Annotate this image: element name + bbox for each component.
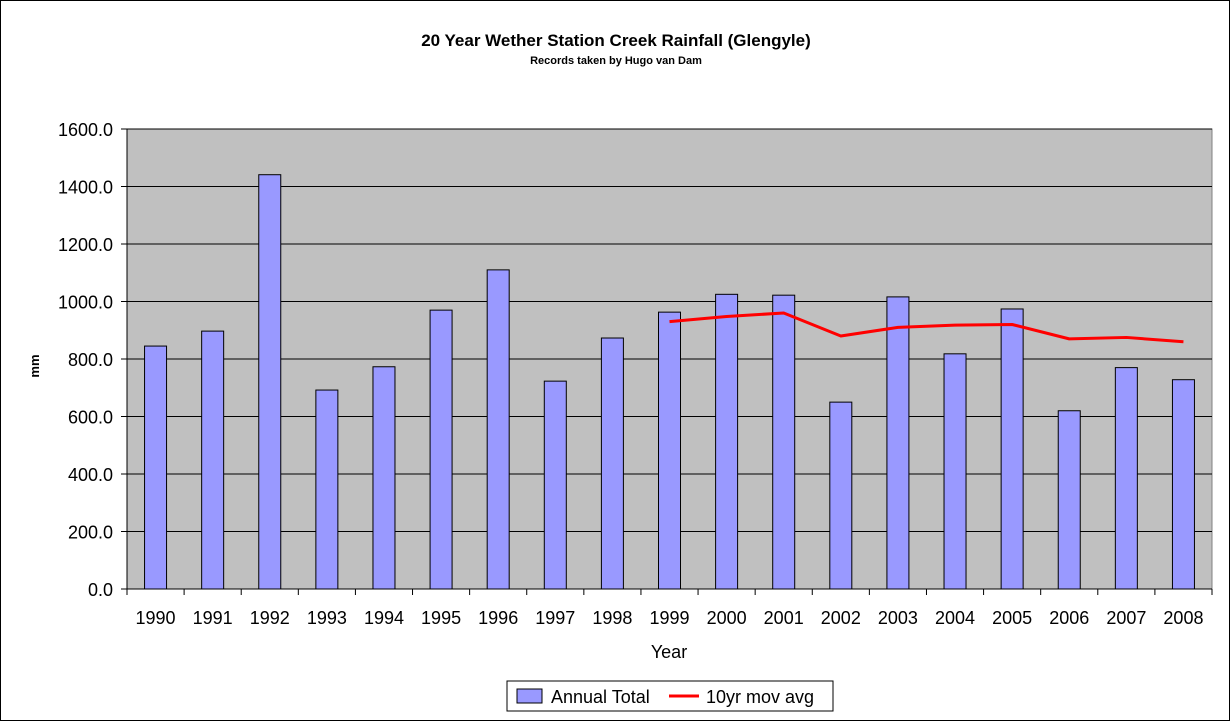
- legend-swatch-annual-total: [516, 688, 543, 704]
- y-tick-label: 1200.0: [58, 235, 113, 255]
- y-tick-label: 1400.0: [58, 178, 113, 198]
- x-tick-label: 2007: [1106, 608, 1146, 628]
- bar-1995: [429, 309, 453, 590]
- bar-1994: [372, 366, 396, 590]
- y-tick-label: 200.0: [68, 523, 113, 543]
- moving-average-polyline: [669, 311, 1184, 344]
- x-tick-label: 1998: [592, 608, 632, 628]
- x-tick-label: 1999: [649, 608, 689, 628]
- x-tick-label: 1992: [250, 608, 290, 628]
- y-axis-title: mm: [27, 354, 42, 377]
- moving-average-line: [669, 311, 1184, 344]
- bar-1991: [201, 330, 225, 590]
- bar-2007: [1114, 367, 1138, 590]
- x-tick-label: 2002: [821, 608, 861, 628]
- annual-total-bars: [144, 174, 1195, 590]
- x-tick-label: 2001: [764, 608, 804, 628]
- bar-1996: [486, 269, 510, 590]
- bar-2000: [715, 293, 739, 590]
- bar-2006: [1057, 410, 1081, 590]
- y-tick-label: 1000.0: [58, 293, 113, 313]
- x-tick-label: 2008: [1163, 608, 1203, 628]
- x-tick-label: 1990: [136, 608, 176, 628]
- bar-2003: [886, 296, 910, 590]
- x-tick-labels: 1990 1991 1992 1993 1994 1995 1996 1997 1998 1999…: [136, 608, 1204, 628]
- bar-2001: [772, 294, 796, 590]
- y-tick-label: 800.0: [68, 350, 113, 370]
- gridlines: [127, 128, 1212, 532]
- bar-2005: [1000, 308, 1024, 590]
- bar-2002: [829, 401, 853, 590]
- bar-1999: [658, 311, 681, 590]
- chart-title: 20 Year Wether Station Creek Rainfall (G…: [421, 31, 811, 50]
- bar-2004: [943, 353, 967, 590]
- x-tick-label: 1996: [478, 608, 518, 628]
- y-tick-label: 1600.0: [58, 120, 113, 140]
- x-tick-label: 2005: [992, 608, 1032, 628]
- bar-1992: [258, 174, 282, 590]
- x-tick-label: 1997: [535, 608, 575, 628]
- x-tick-label: 2006: [1049, 608, 1089, 628]
- x-tick-label: 1991: [193, 608, 233, 628]
- y-tick-label: 400.0: [68, 465, 113, 485]
- legend-label-moving-average: 10yr mov avg: [706, 687, 814, 707]
- legend-label-annual-total: Annual Total: [551, 687, 650, 707]
- chart-subtitle: Records taken by Hugo van Dam: [530, 55, 702, 67]
- x-axis-title: Year: [651, 642, 687, 662]
- bar-1990: [144, 345, 168, 590]
- bar-1998: [600, 337, 624, 590]
- x-tick-label: 2000: [707, 608, 747, 628]
- x-tick-label: 2004: [935, 608, 975, 628]
- bar-1997: [543, 380, 567, 590]
- y-tick-label: 600.0: [68, 408, 113, 428]
- x-tick-label: 1993: [307, 608, 347, 628]
- y-tick-label: 0.0: [88, 580, 113, 600]
- bar-1993: [315, 389, 339, 590]
- axes: [121, 128, 1213, 595]
- x-tick-label: 2003: [878, 608, 918, 628]
- bar-2008: [1171, 379, 1195, 590]
- x-tick-label: 1994: [364, 608, 404, 628]
- legend: Annual Total 10yr mov avg: [506, 680, 834, 712]
- y-tick-labels: 0.0 200.0 400.0 600.0 800.0 1000.0 1200.0 1400.…: [58, 120, 113, 600]
- x-tick-label: 1995: [421, 608, 461, 628]
